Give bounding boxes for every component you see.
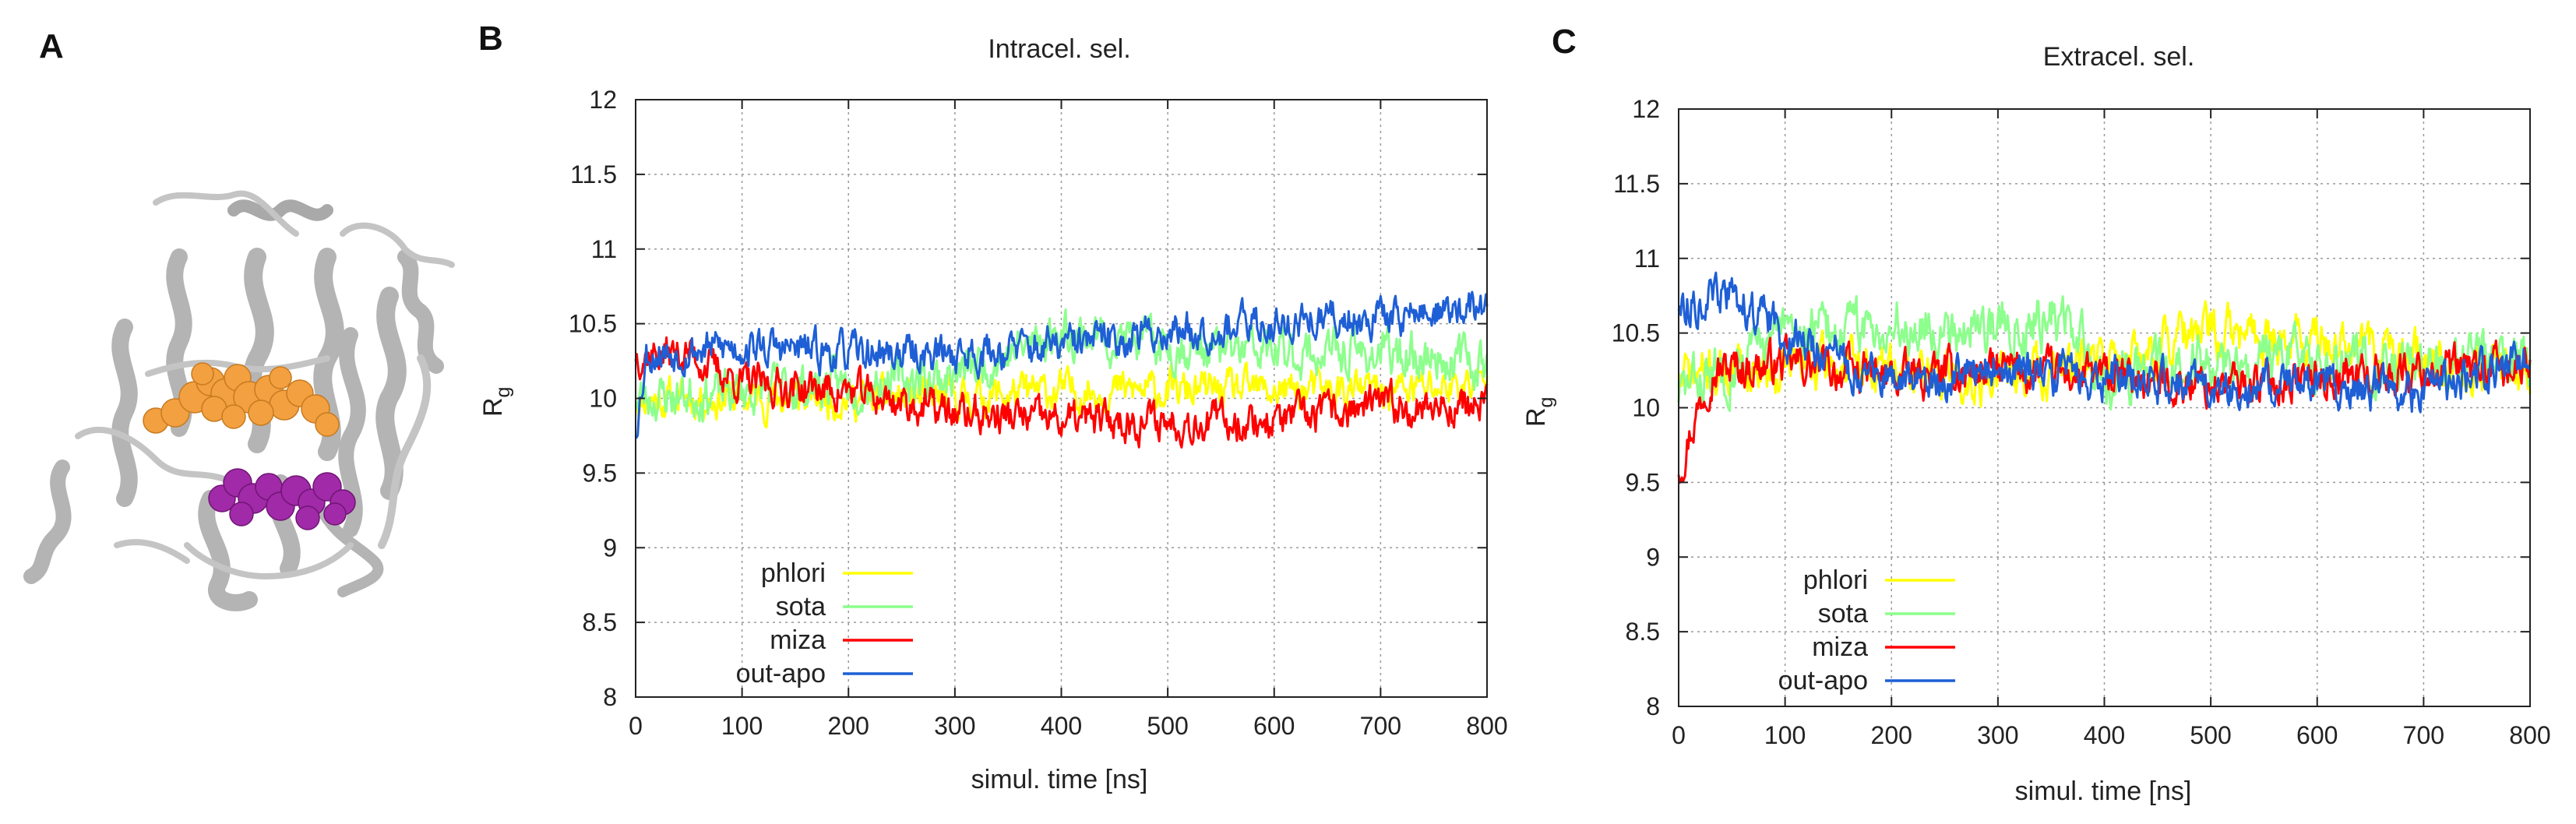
grid-lines	[1679, 109, 2530, 706]
protein-structure-image	[23, 190, 455, 611]
x-tick-label: 0	[1672, 721, 1686, 749]
x-tick-label: 200	[828, 712, 869, 740]
y-tick-label: 12	[589, 86, 617, 114]
x-tick-label: 100	[721, 712, 763, 740]
legend-label: phlori	[761, 558, 826, 588]
y-tick-label: 8.5	[583, 608, 617, 636]
x-tick-label: 500	[2190, 721, 2231, 749]
x-axis-label: simul. time [ns]	[971, 765, 1148, 794]
series-lines	[1677, 271, 2532, 484]
y-tick-label: 11	[591, 235, 617, 263]
y-axis-label: Rg	[478, 387, 514, 417]
y-tick-label: 10	[589, 385, 617, 413]
y-tick-label: 8	[1646, 692, 1660, 720]
y-tick-label: 10.5	[1612, 319, 1660, 347]
y-tick-label: 9	[603, 533, 617, 562]
y-tick-labels: 8 8.5 9 9.5 10 10.5 11 11.5 12	[569, 86, 1487, 711]
x-tick-label: 700	[2403, 721, 2444, 749]
y-tick-label: 12	[1632, 95, 1660, 123]
y-axis-label-sub: g	[492, 387, 514, 398]
y-axis-label-main: R	[1521, 407, 1551, 427]
y-tick-label: 10.5	[569, 310, 617, 338]
x-tick-label: 300	[934, 712, 975, 740]
x-tick-label: 300	[1977, 721, 2018, 749]
y-tick-labels: 8 8.5 9 9.5 10 10.5 11 11.5 12	[1612, 95, 2530, 720]
y-tick-label: 9	[1646, 543, 1660, 571]
y-axis-label: Rg	[1521, 397, 1557, 427]
y-tick-label: 8	[603, 683, 617, 711]
ligand-orange-spheres	[143, 362, 340, 437]
legend-label: sota	[776, 592, 826, 622]
x-tick-label: 800	[2509, 721, 2550, 749]
panel-letter-c: C	[1552, 23, 1577, 61]
series-lines	[634, 291, 1489, 449]
x-tick-label: 600	[2296, 721, 2338, 749]
ligand-purple-spheres	[208, 468, 356, 530]
series-line-out-apo	[1677, 271, 2532, 414]
series-line-out-apo	[634, 291, 1489, 439]
y-tick-label: 9.5	[583, 459, 617, 487]
x-axis-label: simul. time [ns]	[2015, 776, 2192, 806]
chart-intracel: Intracel. sel. 8 8.5 9 9.5 10 10.5 11 11.5 12 0 1…	[478, 34, 1508, 794]
y-axis-label-sub: g	[1535, 397, 1557, 408]
x-tick-label: 600	[1253, 712, 1295, 740]
y-tick-label: 9.5	[1626, 468, 1660, 496]
panel-letter-b: B	[478, 19, 503, 58]
grid-lines	[636, 100, 1487, 697]
x-tick-label: 400	[2084, 721, 2125, 749]
series-line-miza	[634, 336, 1489, 449]
x-tick-label: 800	[1466, 712, 1507, 740]
x-tick-label: 700	[1360, 712, 1401, 740]
y-tick-label: 11.5	[570, 160, 617, 188]
y-tick-label: 10	[1632, 394, 1660, 422]
legend-label: out-apo	[1778, 666, 1868, 695]
x-tick-label: 400	[1041, 712, 1082, 740]
chart-extracel: Extracel. sel. 8 8.5 9 9.5 10 10.5 11 11.5 12 0 1…	[1521, 42, 2551, 806]
x-tick-labels: 0 100 200 300 400 500 600 700 800	[1672, 109, 2551, 749]
x-tick-label: 200	[1871, 721, 1912, 749]
y-tick-label: 11	[1634, 245, 1660, 273]
legend-label: sota	[1818, 599, 1868, 629]
y-tick-label: 11.5	[1613, 170, 1660, 198]
x-tick-label: 0	[629, 712, 643, 740]
panel-letter-a: A	[39, 27, 64, 65]
chart-title: Intracel. sel.	[988, 34, 1130, 64]
legend-label: miza	[1812, 632, 1868, 662]
chart-title: Extracel. sel.	[2043, 42, 2195, 72]
x-tick-label: 100	[1764, 721, 1806, 749]
y-tick-label: 8.5	[1626, 618, 1660, 646]
x-tick-label: 500	[1147, 712, 1188, 740]
y-axis-label-main: R	[478, 397, 508, 417]
legend-label: phlori	[1803, 565, 1868, 595]
x-tick-labels: 0 100 200 300 400 500 600 700 800	[629, 100, 1508, 740]
legend-label: miza	[770, 625, 826, 655]
legend-label: out-apo	[736, 659, 826, 688]
